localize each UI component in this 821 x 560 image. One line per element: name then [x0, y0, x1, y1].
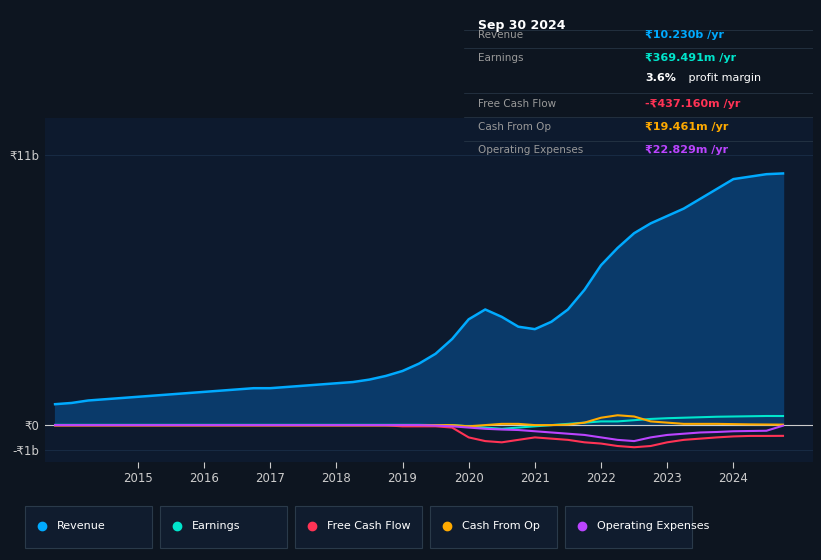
Text: Free Cash Flow: Free Cash Flow [327, 521, 410, 531]
FancyBboxPatch shape [430, 506, 557, 548]
Text: Cash From Op: Cash From Op [462, 521, 540, 531]
Text: -₹437.160m /yr: -₹437.160m /yr [645, 99, 741, 109]
Text: ₹369.491m /yr: ₹369.491m /yr [645, 53, 736, 63]
Text: Operating Expenses: Operating Expenses [478, 145, 583, 155]
Text: profit margin: profit margin [686, 73, 762, 83]
Text: 3.6%: 3.6% [645, 73, 677, 83]
FancyBboxPatch shape [25, 506, 152, 548]
Text: Free Cash Flow: Free Cash Flow [478, 99, 556, 109]
Text: Revenue: Revenue [478, 30, 523, 40]
FancyBboxPatch shape [160, 506, 287, 548]
Text: Operating Expenses: Operating Expenses [597, 521, 709, 531]
Text: ₹10.230b /yr: ₹10.230b /yr [645, 30, 724, 40]
Text: Earnings: Earnings [478, 53, 523, 63]
Text: Revenue: Revenue [57, 521, 106, 531]
Text: Cash From Op: Cash From Op [478, 122, 551, 132]
Text: Sep 30 2024: Sep 30 2024 [478, 19, 566, 32]
FancyBboxPatch shape [295, 506, 422, 548]
Text: ₹22.829m /yr: ₹22.829m /yr [645, 145, 728, 155]
FancyBboxPatch shape [565, 506, 692, 548]
Text: ₹19.461m /yr: ₹19.461m /yr [645, 122, 729, 132]
Text: Earnings: Earnings [192, 521, 241, 531]
